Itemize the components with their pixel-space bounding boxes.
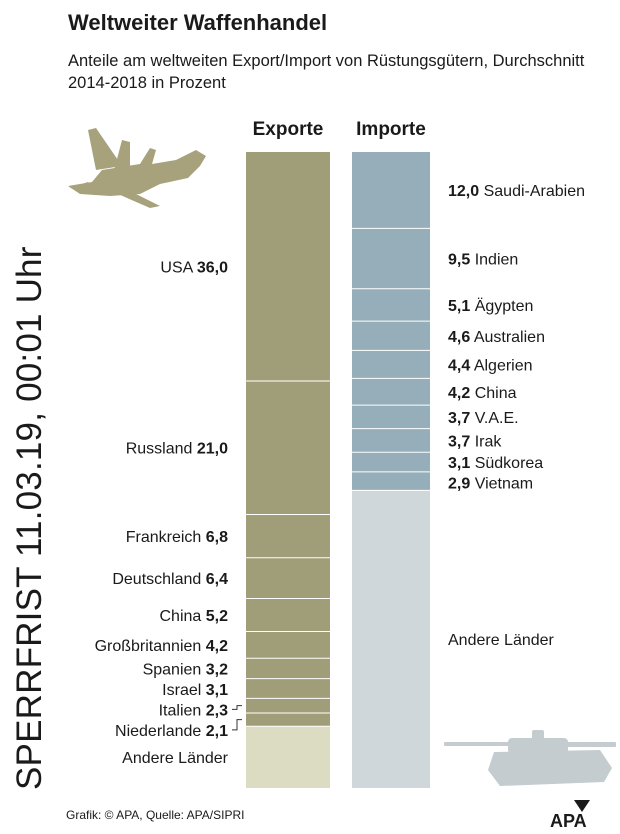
- import-vietnam-label: 2,9 Vietnam: [448, 476, 533, 493]
- import-v-a-e-bar: [352, 405, 430, 429]
- import-andere-lander-bar: [352, 490, 430, 788]
- export-niederlande-label: Niederlande 2,1: [115, 723, 228, 740]
- export-israel-bar: [246, 678, 330, 699]
- tank-icon: [444, 730, 616, 786]
- export-deutschland-label: Deutschland 6,4: [112, 571, 228, 588]
- chart-subtitle: Anteile am weltweiten Export/Import von …: [68, 52, 585, 92]
- svg-text:APA: APA: [550, 811, 587, 828]
- export-frankreich-label: Frankreich 6,8: [126, 529, 228, 546]
- import-sudkorea-bar: [352, 452, 430, 472]
- import-china-bar: [352, 378, 430, 406]
- source-credit: Grafik: © APA, Quelle: APA/SIPRI: [66, 808, 245, 822]
- apa-logo: APA: [548, 800, 590, 828]
- export-niederlande-leader-line: [232, 719, 242, 731]
- import-agypten-label: 5,1 Ägypten: [448, 297, 533, 315]
- export-usa-label: USA 36,0: [160, 259, 228, 276]
- import-australien-label: 4,6 Australien: [448, 329, 545, 346]
- export-china-bar: [246, 598, 330, 632]
- import-indien-bar: [352, 228, 430, 289]
- import-indien-label: 9,5 Indien: [448, 252, 518, 269]
- import-v-a-e-label: 3,7 V.A.E.: [448, 410, 519, 427]
- export-italien-label: Italien 2,3: [159, 702, 229, 719]
- import-algerien-label: 4,4 Algerien: [448, 357, 533, 374]
- export-russland-bar: [246, 380, 330, 515]
- export-andere-lander-bar: [246, 726, 330, 788]
- import-irak-bar: [352, 428, 430, 453]
- import-sudkorea-label: 3,1 Südkorea: [448, 455, 543, 472]
- import-vietnam-bar: [352, 471, 430, 491]
- import-china-label: 4,2 China: [448, 385, 517, 402]
- import-agypten-bar: [352, 288, 430, 322]
- import-australien-bar: [352, 321, 430, 351]
- export-china-label: China 5,2: [159, 608, 228, 625]
- chart-title: Weltweiter Waffenhandel: [68, 10, 328, 35]
- export-israel-label: Israel 3,1: [162, 682, 228, 699]
- export-spanien-bar: [246, 658, 330, 679]
- export-niederlande-bar: [246, 712, 330, 727]
- export-grossbritannien-bar: [246, 631, 330, 659]
- export-deutschland-bar: [246, 557, 330, 599]
- import-andere-lander-label: Andere Länder: [448, 632, 555, 649]
- imports-column-header: Importe: [356, 119, 426, 140]
- export-andere-lander-label: Andere Länder: [122, 750, 229, 767]
- import-irak-label: 3,7 Irak: [448, 433, 502, 450]
- export-russland-label: Russland 21,0: [126, 441, 228, 458]
- export-italien-bar: [246, 698, 330, 713]
- import-saudi-arabien-label: 12,0 Saudi-Arabien: [448, 183, 585, 200]
- fighter-jet-icon: [68, 128, 206, 208]
- export-italien-leader-line: [232, 705, 242, 710]
- export-frankreich-bar: [246, 514, 330, 558]
- import-saudi-arabien-bar: [352, 152, 430, 229]
- import-algerien-bar: [352, 350, 430, 379]
- export-spanien-label: Spanien 3,2: [143, 661, 229, 678]
- export-grossbritannien-label: Großbritannien 4,2: [95, 638, 229, 655]
- export-usa-bar: [246, 152, 330, 381]
- exports-column-header: Exporte: [252, 119, 324, 140]
